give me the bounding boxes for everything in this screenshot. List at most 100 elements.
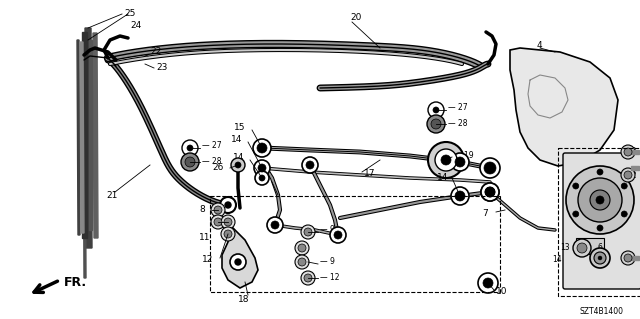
Text: 6: 6 — [597, 243, 602, 253]
Circle shape — [254, 160, 270, 176]
Text: 26: 26 — [212, 164, 224, 173]
Text: 7: 7 — [483, 209, 488, 218]
Circle shape — [590, 190, 610, 210]
Text: 22: 22 — [150, 48, 161, 56]
Text: — 27: — 27 — [202, 140, 221, 150]
Polygon shape — [631, 166, 639, 170]
Circle shape — [257, 143, 267, 153]
Circle shape — [621, 183, 627, 189]
Circle shape — [255, 171, 269, 185]
Text: 20: 20 — [350, 13, 362, 23]
Circle shape — [621, 211, 627, 217]
Text: 13: 13 — [561, 243, 570, 253]
Polygon shape — [631, 256, 639, 260]
Bar — [210, 196, 500, 292]
Circle shape — [220, 197, 236, 213]
Circle shape — [621, 251, 635, 265]
Circle shape — [624, 171, 632, 179]
Text: — 9: — 9 — [320, 226, 335, 234]
Circle shape — [295, 241, 309, 255]
Text: — 27: — 27 — [448, 102, 468, 112]
Text: 2: 2 — [630, 147, 636, 157]
Text: 17: 17 — [364, 169, 376, 179]
Text: — 28: — 28 — [202, 158, 221, 167]
Circle shape — [211, 215, 225, 229]
Circle shape — [624, 254, 632, 262]
Circle shape — [481, 183, 499, 201]
Circle shape — [214, 218, 222, 226]
Text: 10: 10 — [496, 287, 508, 296]
Circle shape — [480, 158, 500, 178]
Circle shape — [304, 228, 312, 236]
Circle shape — [334, 231, 342, 239]
Circle shape — [621, 168, 635, 182]
Text: 15: 15 — [234, 123, 245, 132]
Text: 14: 14 — [230, 136, 242, 145]
Circle shape — [304, 274, 312, 282]
Circle shape — [225, 202, 231, 208]
FancyBboxPatch shape — [563, 153, 640, 289]
Polygon shape — [510, 48, 618, 166]
Circle shape — [271, 221, 279, 229]
Circle shape — [485, 187, 495, 197]
Text: FR.: FR. — [64, 277, 87, 290]
Polygon shape — [85, 28, 92, 248]
Polygon shape — [89, 40, 92, 230]
Text: 3: 3 — [591, 181, 597, 189]
Polygon shape — [77, 40, 80, 235]
Text: 5: 5 — [597, 261, 602, 270]
Circle shape — [235, 259, 241, 265]
Circle shape — [441, 155, 451, 165]
Circle shape — [577, 243, 587, 253]
Text: 21: 21 — [106, 190, 117, 199]
Text: 14: 14 — [232, 153, 244, 162]
Circle shape — [484, 162, 496, 174]
Polygon shape — [83, 58, 86, 278]
Text: 14: 14 — [552, 256, 562, 264]
Circle shape — [182, 140, 198, 156]
Text: 12: 12 — [202, 256, 213, 264]
Circle shape — [230, 254, 246, 270]
Text: 1: 1 — [630, 254, 636, 263]
Circle shape — [624, 148, 632, 156]
Circle shape — [597, 225, 603, 231]
Circle shape — [298, 258, 306, 266]
Circle shape — [221, 227, 235, 241]
Circle shape — [483, 278, 493, 288]
Polygon shape — [80, 42, 84, 233]
Circle shape — [428, 102, 444, 118]
Circle shape — [267, 217, 283, 233]
Circle shape — [485, 187, 495, 197]
Circle shape — [253, 139, 271, 157]
Text: 14: 14 — [436, 173, 448, 182]
Circle shape — [259, 175, 265, 181]
Circle shape — [481, 183, 499, 201]
Circle shape — [298, 244, 306, 252]
Circle shape — [455, 191, 465, 201]
Circle shape — [451, 187, 469, 205]
Circle shape — [455, 157, 465, 167]
Text: 23: 23 — [156, 63, 168, 72]
Circle shape — [478, 273, 498, 293]
Text: 4: 4 — [536, 41, 542, 50]
Circle shape — [301, 271, 315, 285]
Circle shape — [428, 142, 464, 178]
Circle shape — [566, 166, 634, 234]
Circle shape — [578, 178, 622, 222]
Polygon shape — [631, 150, 639, 154]
Circle shape — [573, 211, 579, 217]
Circle shape — [431, 119, 441, 129]
Circle shape — [187, 145, 193, 151]
Text: 24: 24 — [130, 20, 141, 29]
Text: 2: 2 — [630, 170, 636, 180]
Circle shape — [295, 255, 309, 269]
Circle shape — [621, 145, 635, 159]
Circle shape — [181, 153, 199, 171]
Circle shape — [573, 183, 579, 189]
Text: 25: 25 — [124, 9, 136, 18]
Bar — [576, 238, 604, 254]
Circle shape — [597, 169, 603, 175]
Text: — 12: — 12 — [320, 273, 339, 283]
Polygon shape — [82, 32, 87, 238]
Circle shape — [301, 225, 315, 239]
